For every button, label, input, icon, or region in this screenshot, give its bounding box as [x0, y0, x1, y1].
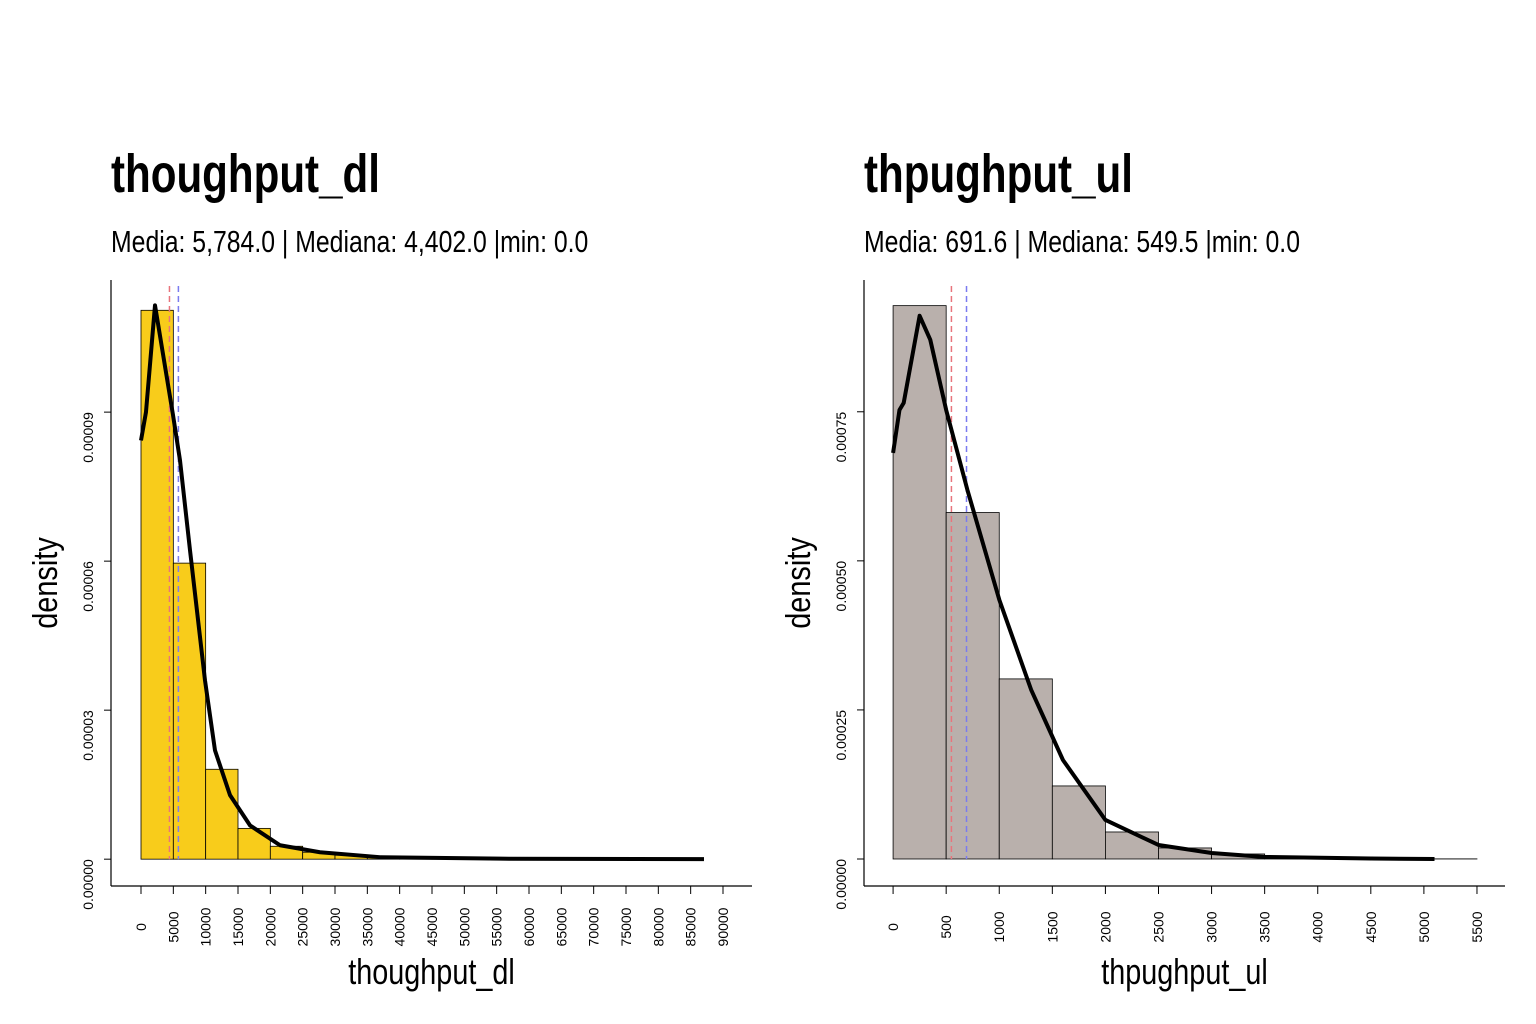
x-tick-label: 85000 — [683, 907, 699, 946]
bar — [1051, 785, 1106, 860]
chart-title: thpughput_ul — [864, 144, 1133, 204]
x-tick-label: 45000 — [424, 907, 440, 946]
y-axis-title: density — [779, 537, 818, 629]
x-tick-label: 5500 — [1469, 911, 1485, 942]
x-tick-label: 4500 — [1363, 911, 1379, 942]
bar — [998, 678, 1053, 860]
x-tick-label: 30000 — [327, 907, 343, 946]
y-tick-label: 0.00000 — [833, 859, 849, 910]
x-tick-label: 40000 — [392, 907, 408, 946]
x-axis-title: thoughput_dl — [348, 951, 514, 992]
y-axis-title: density — [26, 537, 65, 629]
bar — [1105, 831, 1159, 860]
chart-title: thoughput_dl — [111, 144, 380, 204]
x-tick-label: 55000 — [489, 907, 505, 946]
y-tick-label: 0.00050 — [833, 561, 849, 612]
x-tick-label: 20000 — [262, 907, 278, 946]
x-tick-label: 10000 — [198, 907, 214, 946]
x-tick-label: 15000 — [230, 907, 246, 946]
x-tick-label: 35000 — [359, 907, 375, 946]
chart-subtitle: Media: 691.6 | Mediana: 549.5 |min: 0.0 — [864, 224, 1300, 258]
x-tick-label: 5000 — [1416, 911, 1432, 942]
density-curve — [139, 303, 705, 862]
y-tick-label: 0.00075 — [833, 412, 849, 463]
bar — [892, 305, 947, 860]
y-tick-label: 0.00006 — [80, 561, 96, 612]
x-tick-label: 500 — [938, 915, 954, 939]
x-tick-label: 90000 — [715, 907, 731, 946]
x-tick-label: 0 — [133, 923, 149, 931]
x-tick-label: 25000 — [295, 907, 311, 946]
x-tick-label: 75000 — [618, 907, 634, 946]
x-tick-label: 5000 — [165, 911, 181, 942]
y-tick-label: 0.00009 — [80, 412, 96, 463]
x-tick-label: 1000 — [991, 911, 1007, 942]
x-tick-label: 2000 — [1097, 911, 1113, 942]
x-tick-label: 65000 — [553, 907, 569, 946]
chart-subtitle: Media: 5,784.0 | Mediana: 4,402.0 |min: … — [111, 224, 588, 258]
x-tick-label: 2500 — [1150, 911, 1166, 942]
x-tick-label: 3500 — [1257, 911, 1273, 942]
density-curve — [891, 313, 1435, 861]
y-tick-label: 0.00000 — [80, 859, 96, 910]
x-tick-label: 50000 — [456, 907, 472, 946]
y-tick-label: 0.00025 — [833, 710, 849, 761]
x-tick-label: 3000 — [1204, 911, 1220, 942]
x-tick-label: 70000 — [586, 907, 602, 946]
y-tick-label: 0.00003 — [80, 710, 96, 761]
bar — [205, 768, 239, 860]
x-axis-title: thpughput_ul — [1101, 951, 1267, 992]
bar — [237, 827, 271, 860]
x-tick-label: 0 — [885, 923, 901, 931]
x-tick-label: 4000 — [1310, 911, 1326, 942]
x-tick-label: 1500 — [1044, 911, 1060, 942]
bar — [945, 512, 1000, 860]
x-tick-label: 60000 — [521, 907, 537, 946]
x-tick-label: 80000 — [650, 907, 666, 946]
